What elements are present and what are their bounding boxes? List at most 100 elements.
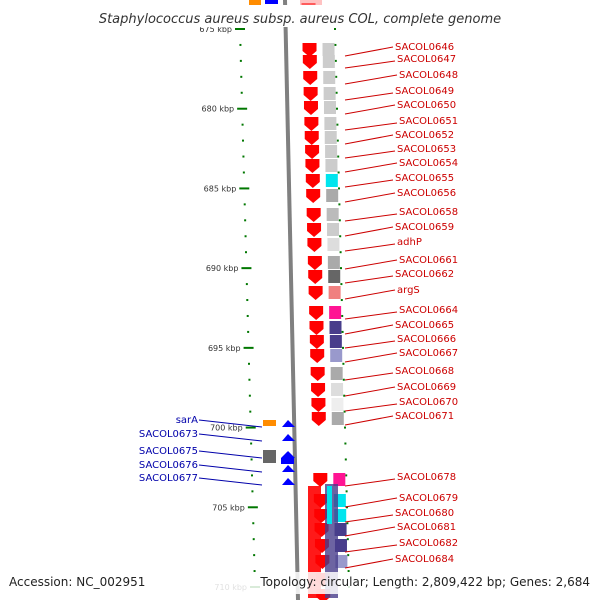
gene-class-box bbox=[331, 412, 344, 425]
gene-label: SACOL0667 bbox=[399, 348, 458, 359]
gene-label: SACOL0673 bbox=[139, 429, 198, 440]
gene-arrow-forward bbox=[305, 174, 320, 188]
label-leader bbox=[344, 60, 396, 69]
gene-label: SACOL0647 bbox=[397, 54, 456, 65]
label-leader bbox=[344, 514, 394, 523]
map-title: Staphylococcus aureus subsp. aureus COL,… bbox=[99, 12, 501, 27]
label-leader bbox=[344, 46, 394, 57]
gene-arrow-forward bbox=[304, 131, 319, 145]
gene-label: SACOL0662 bbox=[395, 269, 454, 280]
gene-class-box bbox=[322, 43, 335, 56]
tick-label: 705 kbp bbox=[212, 503, 245, 512]
gene-class-box bbox=[323, 71, 336, 84]
gene-arrow-forward bbox=[303, 71, 318, 85]
gene-class-box bbox=[326, 189, 339, 202]
gene-arrow-forward bbox=[309, 321, 324, 335]
topology-text: Topology: circular; Length: 2,809,422 bp… bbox=[259, 575, 590, 589]
gene-class-box bbox=[327, 238, 340, 251]
label-leader bbox=[344, 415, 394, 426]
gene-label: SACOL0680 bbox=[395, 508, 454, 519]
gene-class-block bbox=[327, 486, 332, 524]
gene-label: SACOL0671 bbox=[395, 411, 454, 422]
gene-class-box bbox=[330, 367, 343, 380]
tick-label: 700 kbp bbox=[210, 424, 243, 433]
backbone-line bbox=[283, 0, 300, 600]
label-leader bbox=[344, 526, 396, 537]
gene-class-box bbox=[325, 174, 338, 187]
gene-class-box bbox=[335, 555, 348, 568]
genes bbox=[249, 0, 348, 600]
gene-block-forward bbox=[308, 486, 321, 598]
gene-arrow-forward bbox=[309, 335, 324, 349]
label-leader bbox=[198, 433, 263, 442]
gene-label: sarA bbox=[176, 415, 198, 426]
gene-class-box bbox=[324, 117, 337, 130]
gene-class-box bbox=[329, 306, 342, 319]
label-leader bbox=[344, 478, 396, 487]
label-leader bbox=[344, 497, 398, 508]
label-leader bbox=[344, 403, 398, 412]
gene-label: SACOL0669 bbox=[397, 382, 456, 393]
label-leader bbox=[344, 192, 396, 203]
label-leader bbox=[344, 259, 398, 270]
tick-label: 695 kbp bbox=[208, 344, 241, 353]
gene-label: SACOL0682 bbox=[399, 538, 458, 549]
label-leader bbox=[198, 450, 263, 459]
gene-arrow-reverse bbox=[282, 434, 295, 441]
label-leader bbox=[344, 558, 394, 569]
gene-class-box bbox=[329, 335, 342, 348]
gene-label: SACOL0652 bbox=[395, 130, 454, 141]
gene-arrow-forward bbox=[307, 238, 322, 252]
label-leader bbox=[344, 92, 394, 101]
label-leader bbox=[198, 419, 263, 428]
gene-label: SACOL0646 bbox=[395, 42, 454, 53]
label-leader bbox=[344, 213, 398, 222]
gene-class-box bbox=[324, 131, 337, 144]
gene-class-box bbox=[325, 145, 338, 158]
gene-class-box bbox=[328, 286, 341, 299]
gene-arrow-reverse bbox=[281, 452, 294, 464]
gene-class-box bbox=[327, 256, 340, 269]
gene-label: SACOL0654 bbox=[399, 158, 458, 169]
gene-class-box bbox=[328, 270, 341, 283]
gene-class-box bbox=[323, 87, 336, 100]
label-leader bbox=[344, 179, 394, 188]
footer-backdrop bbox=[0, 572, 600, 594]
gene-label: SACOL0648 bbox=[399, 70, 458, 81]
gene-label: SACOL0658 bbox=[399, 207, 458, 218]
gene-label: SACOL0684 bbox=[395, 554, 454, 565]
gene-arrow-reverse bbox=[282, 478, 295, 485]
gene-arrow-forward bbox=[311, 383, 326, 397]
gene-label: SACOL0665 bbox=[395, 320, 454, 331]
gene-label: SACOL0670 bbox=[399, 397, 458, 408]
gene-class-box bbox=[326, 208, 339, 221]
gene-label: argS bbox=[397, 285, 420, 296]
label-leader bbox=[344, 226, 394, 237]
gene-label: SACOL0650 bbox=[397, 100, 456, 111]
label-leader bbox=[344, 386, 396, 397]
label-leader bbox=[344, 243, 396, 252]
label-leader bbox=[198, 464, 263, 473]
gene-arrow-forward bbox=[310, 349, 325, 363]
label-leader bbox=[344, 134, 394, 145]
label-leader bbox=[344, 122, 398, 131]
gene-class-box bbox=[330, 349, 343, 362]
gene-class-box bbox=[325, 159, 338, 172]
gene-label: SACOL0655 bbox=[395, 173, 454, 184]
accession-text: Accession: NC_002951 bbox=[9, 575, 145, 589]
gene-arrow-forward bbox=[303, 101, 318, 115]
gene-class-box bbox=[333, 473, 346, 486]
gene-arrow-forward bbox=[303, 87, 318, 101]
gene-label: SACOL0675 bbox=[139, 446, 198, 457]
gene-arrow-forward bbox=[310, 367, 325, 381]
tick-label: 690 kbp bbox=[206, 264, 239, 273]
label-leader bbox=[344, 340, 396, 349]
gene-arrow-reverse bbox=[282, 465, 295, 472]
gene-arrow-forward bbox=[305, 159, 320, 173]
gene-arrow-forward bbox=[307, 256, 322, 270]
gene-label: SACOL0664 bbox=[399, 305, 458, 316]
gene-label: SACOL0661 bbox=[399, 255, 458, 266]
label-leader bbox=[344, 74, 398, 85]
